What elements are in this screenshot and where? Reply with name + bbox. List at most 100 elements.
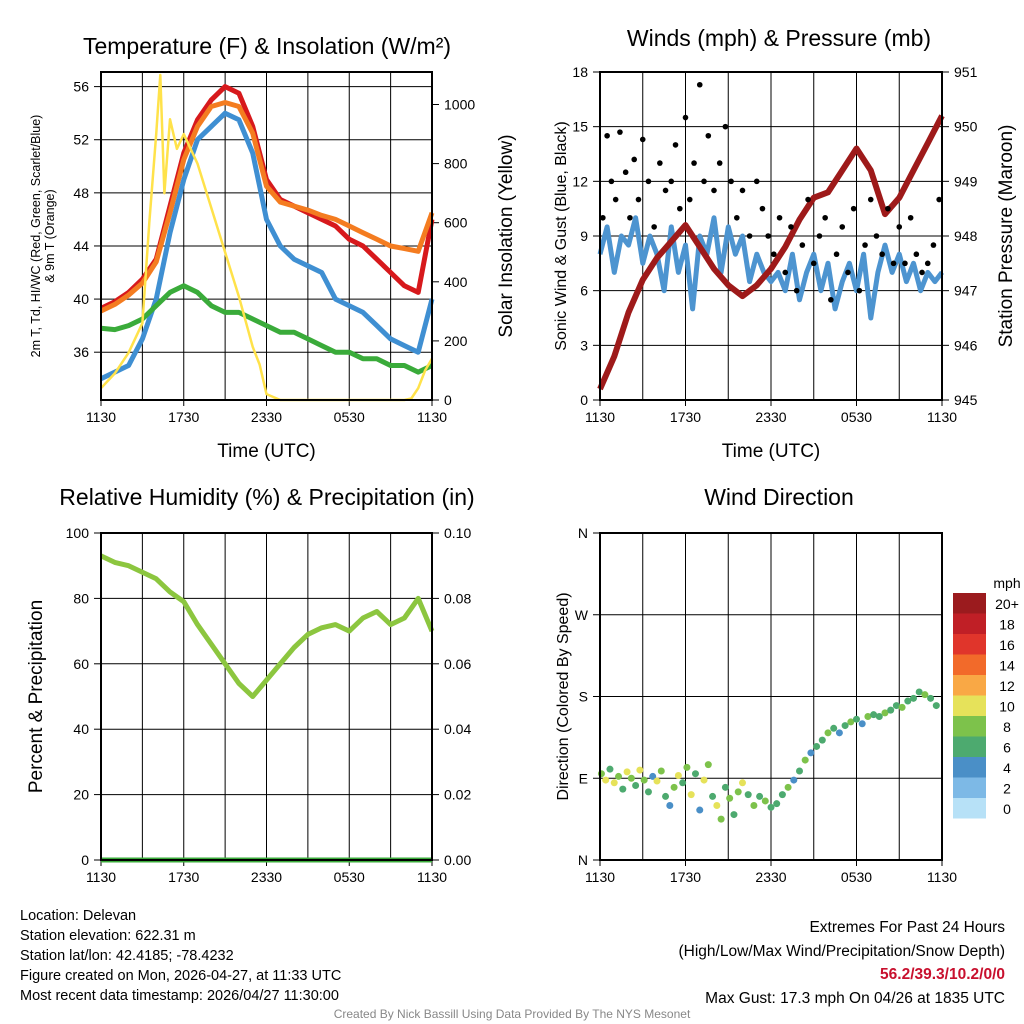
direction-point bbox=[649, 772, 657, 780]
gust-point bbox=[856, 287, 863, 294]
extremes-values: 56.2/39.3/10.2/0/0 bbox=[880, 966, 1005, 983]
gust-point bbox=[604, 132, 610, 139]
direction-point bbox=[853, 715, 860, 723]
gust-point bbox=[627, 214, 633, 221]
direction-point bbox=[835, 729, 843, 737]
colorbar-label: 2 bbox=[1003, 781, 1011, 797]
colorbar-swatch bbox=[953, 798, 986, 819]
direction-point bbox=[921, 691, 929, 699]
gust-point bbox=[622, 169, 629, 176]
x-tick-label: 2330 bbox=[251, 869, 282, 885]
y-axis-label: Sonic Wind & Gust (Blue, Black) bbox=[553, 121, 570, 350]
colorbar-label: 4 bbox=[1003, 760, 1011, 776]
colorbar-swatch bbox=[953, 634, 986, 655]
x-tick-label: 1730 bbox=[168, 409, 199, 425]
location: Location: Delevan bbox=[20, 908, 137, 924]
gust-point bbox=[833, 251, 840, 258]
y-tick-label: E bbox=[579, 770, 588, 786]
y-axis-label-2: & 9m T (Orange) bbox=[43, 189, 57, 282]
direction-point bbox=[887, 706, 895, 714]
extremes-info: Extremes For Past 24 Hours (High/Low/Max… bbox=[679, 916, 1006, 1010]
y-tick-label: 48 bbox=[73, 185, 89, 201]
y-tick-label: W bbox=[575, 607, 589, 623]
direction-point bbox=[927, 694, 935, 702]
x-tick-label: 0530 bbox=[841, 409, 872, 425]
gust-point bbox=[805, 196, 811, 203]
y-tick-label: 40 bbox=[73, 721, 89, 737]
gust-point bbox=[617, 129, 623, 135]
gust-point bbox=[705, 132, 712, 139]
gust-point bbox=[711, 187, 717, 194]
gust-point bbox=[677, 205, 683, 212]
y-tick-label: 0 bbox=[580, 392, 588, 408]
x-tick-label: 1130 bbox=[927, 409, 957, 425]
direction-point bbox=[606, 765, 614, 773]
y-tick-label-right: 600 bbox=[444, 215, 468, 231]
y-axis-label: 2m T, Td, HI/WC (Red, Green, Scarlet/Blu… bbox=[29, 115, 43, 358]
gust-point bbox=[862, 242, 868, 248]
x-tick-label: 2330 bbox=[755, 869, 786, 885]
direction-point bbox=[734, 788, 742, 796]
y-axis-label: Direction (Colored By Speed) bbox=[555, 592, 572, 800]
direction-point bbox=[696, 806, 704, 814]
direction-point bbox=[683, 763, 691, 771]
gust-point bbox=[651, 224, 657, 230]
gust-point bbox=[746, 233, 753, 239]
y-tick-label-right: 0.10 bbox=[444, 525, 471, 541]
gust-point bbox=[728, 178, 734, 185]
gust-point bbox=[879, 251, 885, 258]
gust-point bbox=[936, 196, 942, 203]
gust-point bbox=[873, 233, 880, 239]
colorbar-swatch bbox=[953, 593, 986, 614]
x-tick-label: 0530 bbox=[334, 409, 365, 425]
gust-point bbox=[782, 269, 789, 276]
colorbar-swatch bbox=[953, 613, 986, 634]
gust-point bbox=[845, 269, 851, 276]
colorbar-swatch bbox=[953, 736, 986, 757]
direction-point bbox=[666, 802, 674, 809]
y-tick-label: 15 bbox=[572, 119, 588, 135]
direction-point bbox=[875, 712, 883, 720]
direction-point bbox=[644, 788, 652, 796]
gust-point bbox=[885, 205, 891, 212]
chart-title: Winds (mph) & Pressure (mb) bbox=[627, 25, 931, 51]
direction-point bbox=[756, 792, 764, 800]
series-line-relative-humidity bbox=[99, 553, 435, 699]
direction-point bbox=[717, 815, 725, 823]
direction-point bbox=[700, 776, 708, 784]
gust-point bbox=[930, 242, 937, 248]
y-tick-label-right: 0.00 bbox=[444, 852, 471, 868]
y-axis-label-right: Solar Insolation (Yellow) bbox=[496, 134, 517, 337]
series-line-9m-t bbox=[99, 100, 435, 314]
gust-point bbox=[765, 233, 771, 239]
direction-point bbox=[602, 776, 610, 784]
direction-point bbox=[739, 779, 746, 787]
direction-point bbox=[615, 772, 623, 780]
direction-point bbox=[841, 722, 849, 730]
gust-point bbox=[924, 260, 931, 267]
gust-point bbox=[793, 287, 800, 294]
gust-point bbox=[635, 196, 642, 203]
gust-point bbox=[734, 214, 740, 221]
gust-point bbox=[839, 224, 846, 230]
series-line-td bbox=[100, 283, 434, 375]
x-tick-label: 0530 bbox=[334, 869, 365, 885]
extremes-subtitle: (High/Low/Max Wind/Precipitation/Snow De… bbox=[678, 942, 1006, 960]
gust-point bbox=[913, 251, 920, 258]
gust-point bbox=[788, 224, 794, 230]
y-tick-label: 80 bbox=[73, 590, 89, 606]
y-tick-label-right: 0.06 bbox=[444, 656, 471, 672]
gust-point bbox=[753, 178, 760, 185]
direction-point bbox=[653, 777, 661, 785]
y-tick-label: 60 bbox=[73, 656, 89, 672]
x-tick-label: 2330 bbox=[755, 409, 786, 425]
colorbar-swatch bbox=[953, 695, 986, 716]
x-tick-label: 1130 bbox=[585, 869, 615, 885]
colorbar-swatch bbox=[953, 716, 986, 737]
station-info: Location: Delevan Station elevation: 622… bbox=[20, 906, 341, 1006]
gust-point bbox=[608, 178, 615, 185]
figure-created: Figure created on Mon, 2026-04-27, at 11… bbox=[20, 968, 342, 984]
chart-title: Wind Direction bbox=[704, 484, 854, 510]
direction-point bbox=[750, 802, 758, 809]
